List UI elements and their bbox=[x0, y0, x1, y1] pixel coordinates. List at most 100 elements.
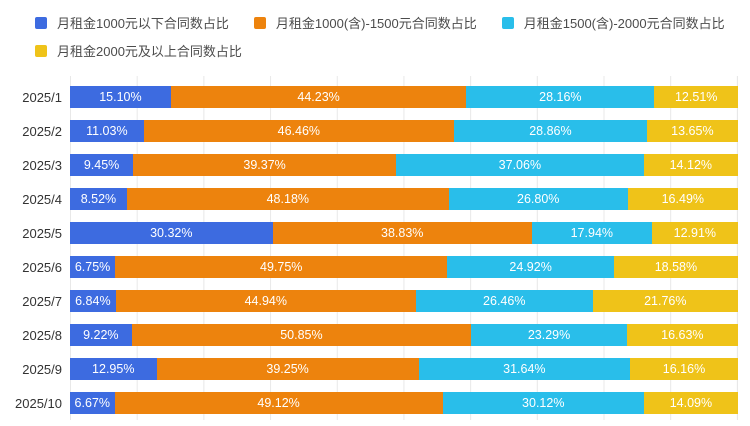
bar-value-label: 12.91% bbox=[673, 226, 717, 240]
bar-value-label: 38.83% bbox=[381, 226, 424, 240]
bar-segment[interactable]: 38.83% bbox=[272, 222, 532, 244]
bar-value-label: 11.03% bbox=[86, 124, 128, 138]
legend-swatch-icon bbox=[35, 16, 47, 29]
bar-track: 6.75% 49.75% 24.92% 18.58% bbox=[70, 256, 738, 278]
bar-segment[interactable]: 16.63% bbox=[626, 324, 738, 346]
legend-item-2[interactable]: 月租金1500(含)-2000元合同数占比 bbox=[501, 13, 725, 32]
bar-segment[interactable]: 9.22% bbox=[70, 324, 132, 346]
bar-segment[interactable]: 48.18% bbox=[126, 188, 449, 210]
bar-segment[interactable]: 37.06% bbox=[396, 154, 644, 176]
bar-segment[interactable]: 21.76% bbox=[592, 290, 738, 312]
legend-item-label: 月租金1000元以下合同数占比 bbox=[57, 16, 229, 31]
legend-item-3[interactable]: 月租金2000元及以上合同数占比 bbox=[35, 41, 242, 60]
bar-value-label: 15.10% bbox=[99, 90, 142, 104]
bar-value-label: 50.85% bbox=[280, 328, 323, 342]
bar-segment[interactable]: 12.51% bbox=[654, 86, 738, 108]
category-label: 2025/8 bbox=[22, 327, 62, 343]
chart-row: 2025/2 11.03% 46.46% 28.86% 13.65% bbox=[0, 114, 738, 148]
chart-rows: 2025/1 15.10% 44.23% 28.16% 12.51% 2025/2 11.0… bbox=[0, 80, 738, 420]
bar-segment[interactable]: 12.91% bbox=[651, 222, 738, 244]
bar-value-label: 18.58% bbox=[654, 260, 698, 274]
bar-segment[interactable]: 50.85% bbox=[131, 324, 472, 346]
bar-segment[interactable]: 14.12% bbox=[643, 154, 738, 176]
bar-value-label: 23.29% bbox=[527, 328, 571, 342]
bar-segment[interactable]: 46.46% bbox=[143, 120, 455, 142]
legend-item-0[interactable]: 月租金1000元以下合同数占比 bbox=[35, 13, 229, 32]
bar-segment[interactable]: 31.64% bbox=[418, 358, 631, 380]
bar-segment[interactable]: 49.75% bbox=[115, 256, 448, 278]
bar-segment[interactable]: 28.86% bbox=[454, 120, 647, 142]
bar-value-label: 49.75% bbox=[260, 260, 303, 274]
bar-value-label: 13.65% bbox=[671, 124, 714, 138]
bar-segment[interactable]: 15.10% bbox=[70, 86, 171, 108]
bar-segment[interactable]: 6.84% bbox=[70, 290, 116, 312]
legend-item-label: 月租金1500(含)-2000元合同数占比 bbox=[523, 16, 725, 31]
legend-item-1[interactable]: 月租金1000(含)-1500元合同数占比 bbox=[253, 13, 477, 32]
legend-row-2: 月租金2000元及以上合同数占比 bbox=[35, 41, 742, 60]
chart-row: 2025/10 6.67% 49.12% 30.12% 14.09% bbox=[0, 386, 738, 420]
bar-segment[interactable]: 13.65% bbox=[646, 120, 738, 142]
bar-segment[interactable]: 23.29% bbox=[471, 324, 627, 346]
bar-segment[interactable]: 30.32% bbox=[70, 222, 273, 244]
stacked-bar-chart: 2025/1 15.10% 44.23% 28.16% 12.51% 2025/2 11.0… bbox=[0, 76, 738, 420]
bar-value-label: 21.76% bbox=[644, 294, 687, 308]
category-label: 2025/10 bbox=[15, 395, 62, 411]
bar-segment[interactable]: 28.16% bbox=[466, 86, 655, 108]
bar-track: 11.03% 46.46% 28.86% 13.65% bbox=[70, 120, 738, 142]
bar-segment[interactable]: 39.37% bbox=[133, 154, 397, 176]
bar-segment[interactable]: 9.45% bbox=[70, 154, 134, 176]
bar-value-label: 6.75% bbox=[74, 260, 111, 274]
bar-value-label: 39.37% bbox=[243, 158, 286, 172]
bar-segment[interactable]: 26.80% bbox=[448, 188, 628, 210]
bar-track: 9.45% 39.37% 37.06% 14.12% bbox=[70, 154, 738, 176]
bar-value-label: 9.45% bbox=[83, 158, 120, 172]
bar-value-label: 26.46% bbox=[483, 294, 526, 308]
bar-value-label: 31.64% bbox=[503, 362, 546, 376]
bar-value-label: 12.51% bbox=[674, 90, 718, 104]
bar-value-label: 30.12% bbox=[522, 396, 565, 410]
bar-track: 6.84% 44.94% 26.46% 21.76% bbox=[70, 290, 738, 312]
category-label: 2025/2 bbox=[22, 123, 62, 139]
chart-row: 2025/5 30.32% 38.83% 17.94% 12.91% bbox=[0, 216, 738, 250]
bar-segment[interactable]: 39.25% bbox=[156, 358, 419, 380]
bar-segment[interactable]: 12.95% bbox=[70, 358, 157, 380]
bar-value-label: 24.92% bbox=[509, 260, 552, 274]
bar-segment[interactable]: 16.16% bbox=[630, 358, 738, 380]
bar-value-label: 44.23% bbox=[297, 90, 340, 104]
bar-segment[interactable]: 18.58% bbox=[613, 256, 738, 278]
bar-segment[interactable]: 16.49% bbox=[627, 188, 738, 210]
category-label: 2025/1 bbox=[22, 89, 62, 105]
bar-value-label: 37.06% bbox=[498, 158, 542, 172]
bar-track: 12.95% 39.25% 31.64% 16.16% bbox=[70, 358, 738, 380]
bar-segment[interactable]: 11.03% bbox=[70, 120, 144, 142]
legend-item-label: 月租金1000(含)-1500元合同数占比 bbox=[275, 16, 477, 31]
bar-segment[interactable]: 8.52% bbox=[70, 188, 127, 210]
bar-value-label: 26.80% bbox=[517, 192, 560, 206]
bar-segment[interactable]: 24.92% bbox=[447, 256, 614, 278]
bar-value-label: 16.49% bbox=[661, 192, 705, 206]
bar-value-label: 46.46% bbox=[277, 124, 321, 138]
bar-segment[interactable]: 17.94% bbox=[531, 222, 652, 244]
bar-segment[interactable]: 14.09% bbox=[643, 392, 738, 414]
bar-value-label: 28.16% bbox=[539, 90, 582, 104]
bar-track: 30.32% 38.83% 17.94% 12.91% bbox=[70, 222, 738, 244]
bar-segment[interactable]: 26.46% bbox=[415, 290, 593, 312]
bar-segment[interactable]: 49.12% bbox=[114, 392, 443, 414]
category-label: 2025/9 bbox=[22, 361, 62, 377]
bar-value-label: 49.12% bbox=[257, 396, 300, 410]
bar-value-label: 16.63% bbox=[661, 328, 704, 342]
bar-segment[interactable]: 44.23% bbox=[170, 86, 467, 108]
bar-segment[interactable]: 6.67% bbox=[70, 392, 115, 414]
chart-row: 2025/6 6.75% 49.75% 24.92% 18.58% bbox=[0, 250, 738, 284]
category-label: 2025/3 bbox=[22, 157, 62, 173]
chart-row: 2025/8 9.22% 50.85% 23.29% 16.63% bbox=[0, 318, 738, 352]
bar-value-label: 12.95% bbox=[92, 362, 135, 376]
bar-segment[interactable]: 44.94% bbox=[115, 290, 416, 312]
category-label: 2025/7 bbox=[22, 293, 62, 309]
bar-value-label: 17.94% bbox=[570, 226, 614, 240]
bar-value-label: 30.32% bbox=[150, 226, 193, 240]
bar-value-label: 39.25% bbox=[266, 362, 309, 376]
bar-segment[interactable]: 6.75% bbox=[70, 256, 116, 278]
bar-segment[interactable]: 30.12% bbox=[442, 392, 644, 414]
